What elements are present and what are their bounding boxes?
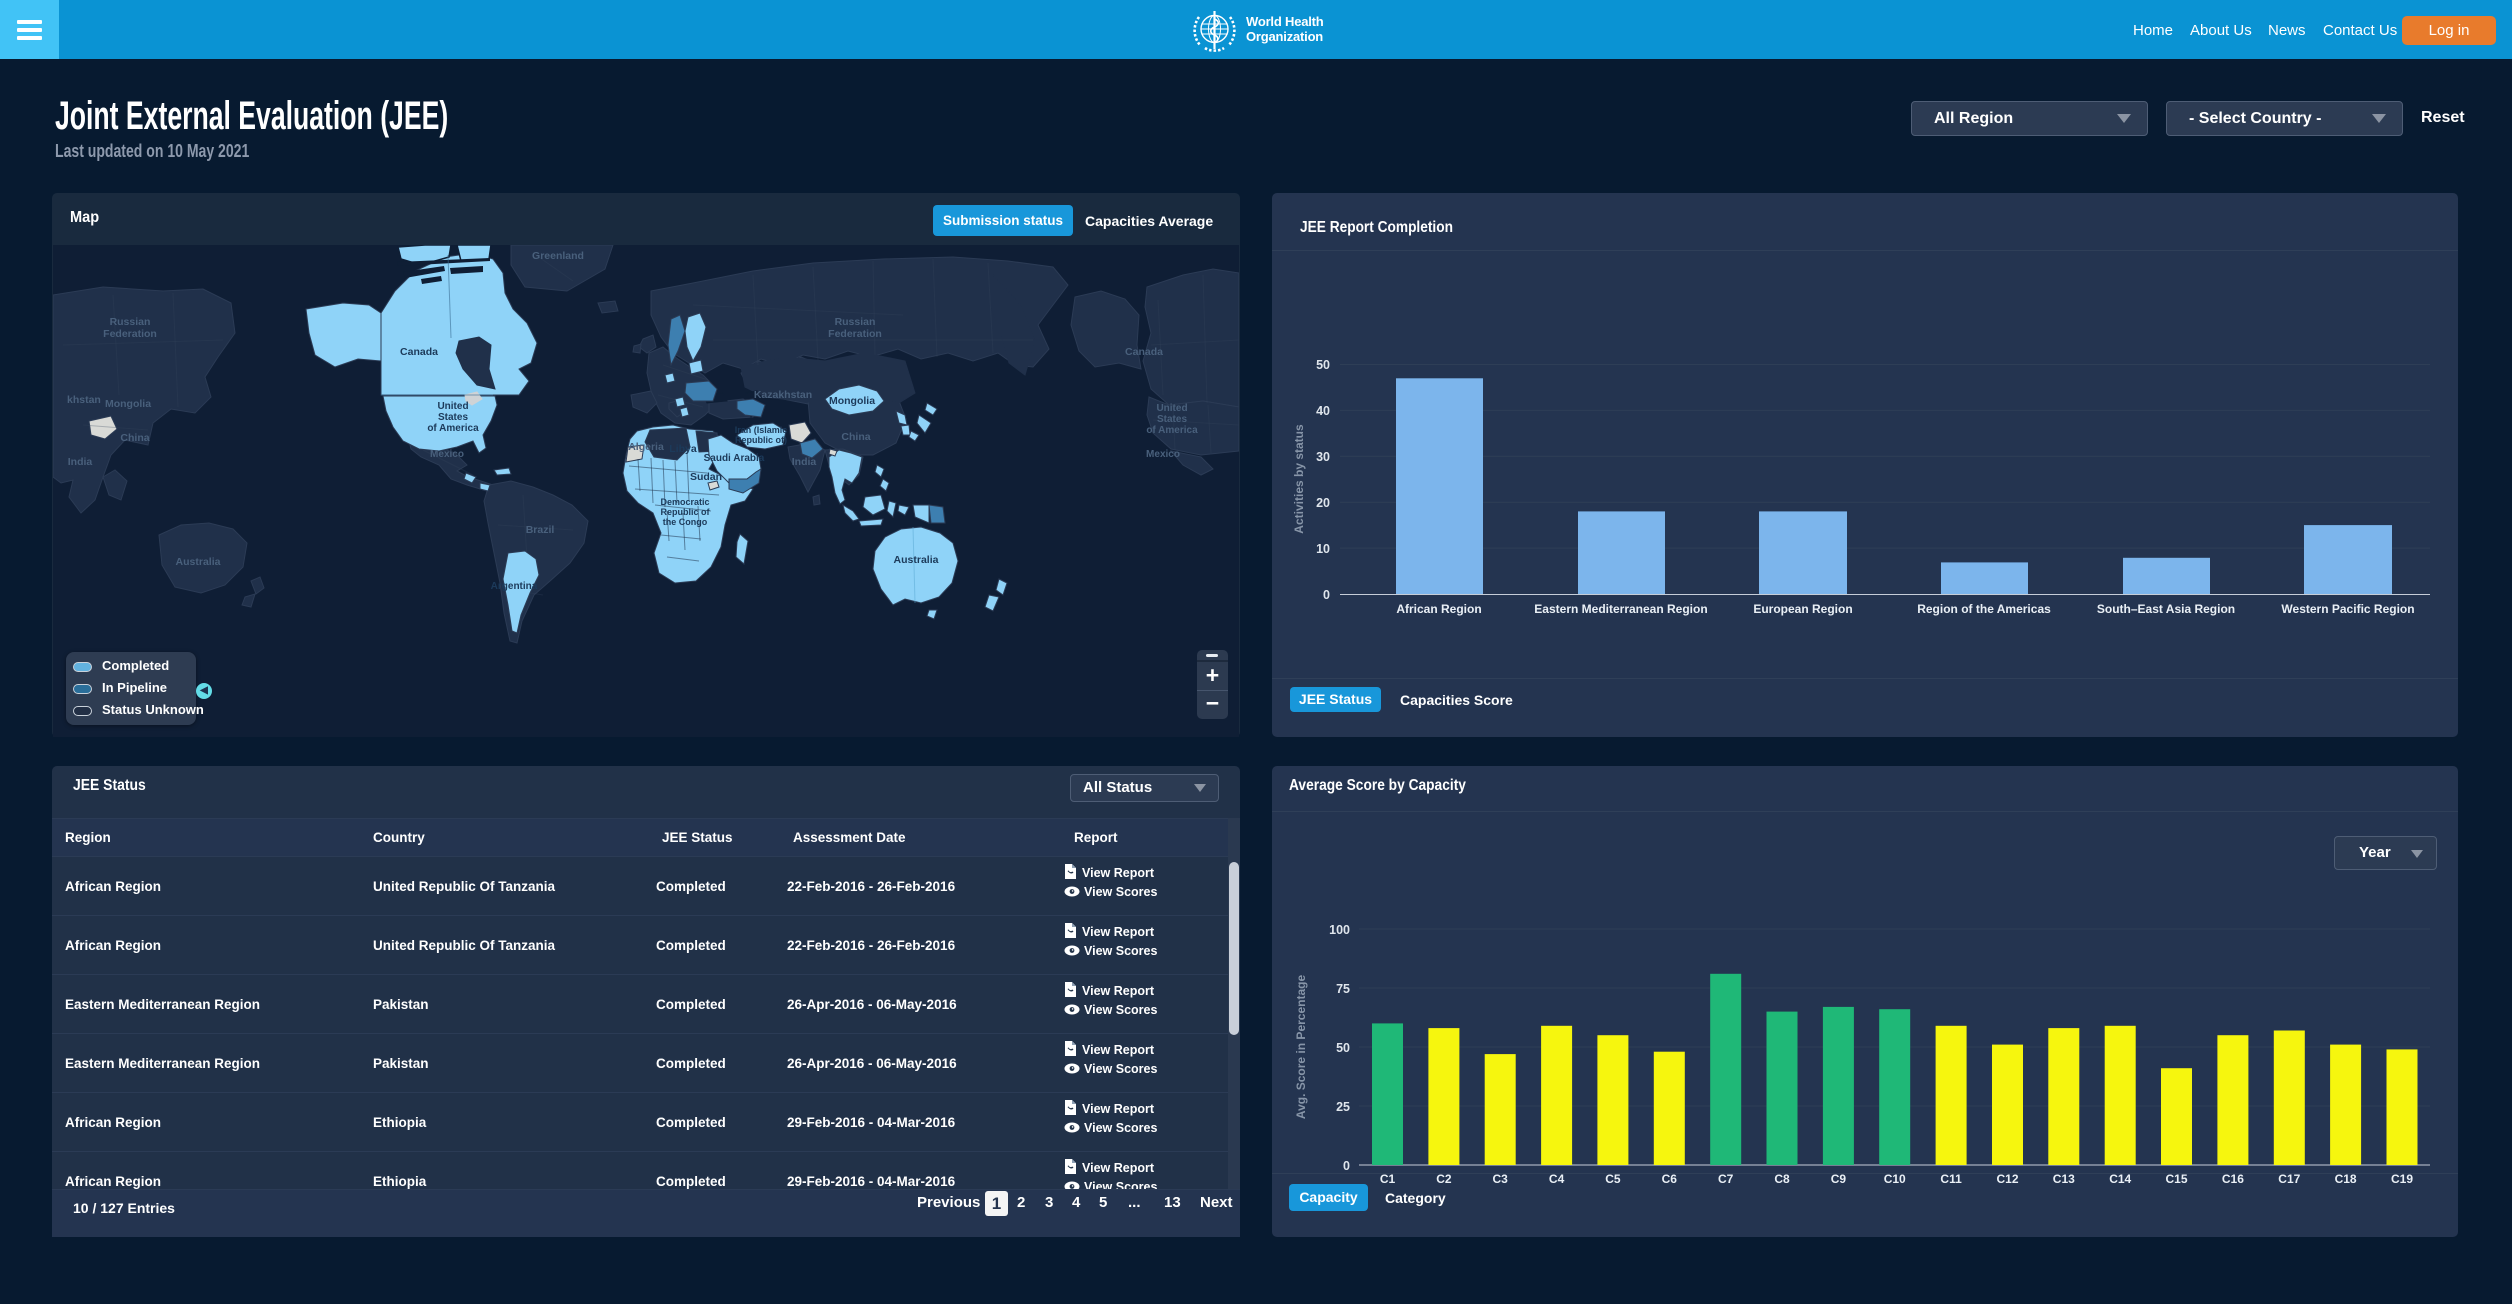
svg-text:C4: C4 — [1549, 1172, 1565, 1186]
svg-text:C18: C18 — [2335, 1172, 2357, 1186]
svg-text:Australia: Australia — [176, 556, 221, 568]
svg-text:Saudi Arabia: Saudi Arabia — [704, 453, 765, 464]
svg-text:Australia: Australia — [894, 554, 939, 566]
svg-text:C17: C17 — [2278, 1172, 2300, 1186]
svg-text:C13: C13 — [2053, 1172, 2075, 1186]
svg-text:European Region: European Region — [1753, 602, 1852, 616]
svg-text:Republic of): Republic of) — [735, 435, 787, 445]
svg-text:50: 50 — [1316, 358, 1330, 372]
svg-text:Western Pacific Region: Western Pacific Region — [2281, 602, 2414, 616]
svg-text:Federation: Federation — [828, 328, 882, 340]
svg-text:African Region: African Region — [1396, 602, 1481, 616]
svg-text:Canada: Canada — [400, 346, 438, 358]
svg-text:Russian: Russian — [110, 316, 151, 328]
svg-text:C14: C14 — [2109, 1172, 2131, 1186]
svg-text:khstan: khstan — [67, 394, 101, 406]
svg-text:0: 0 — [1343, 1159, 1350, 1173]
svg-text:of America: of America — [427, 423, 479, 434]
svg-text:Republic of: Republic of — [661, 507, 711, 517]
svg-text:Greenland: Greenland — [532, 250, 584, 262]
svg-text:Brazil: Brazil — [526, 524, 555, 536]
svg-text:Mexico: Mexico — [430, 449, 464, 460]
svg-text:India: India — [792, 456, 817, 468]
svg-text:China: China — [841, 431, 870, 443]
svg-text:Iran (Islamic: Iran (Islamic — [735, 425, 788, 435]
svg-text:C5: C5 — [1605, 1172, 1621, 1186]
svg-text:United: United — [1156, 403, 1187, 414]
svg-text:20: 20 — [1316, 496, 1330, 510]
svg-text:50: 50 — [1336, 1041, 1350, 1055]
svg-text:Mexico: Mexico — [1146, 449, 1180, 460]
svg-text:United: United — [437, 401, 468, 412]
svg-text:the Congo: the Congo — [663, 517, 708, 527]
svg-text:Kazakhstan: Kazakhstan — [754, 389, 812, 401]
svg-text:of America: of America — [1146, 425, 1198, 436]
svg-text:C19: C19 — [2391, 1172, 2413, 1186]
svg-text:States: States — [438, 412, 468, 423]
svg-text:30: 30 — [1316, 450, 1330, 464]
svg-text:C1: C1 — [1380, 1172, 1396, 1186]
svg-text:Democratic: Democratic — [660, 497, 709, 507]
svg-text:Activities by status: Activities by status — [1292, 424, 1306, 534]
svg-text:C8: C8 — [1774, 1172, 1790, 1186]
svg-text:South–East Asia Region: South–East Asia Region — [2097, 602, 2235, 616]
svg-text:Avg. Score in Percentage: Avg. Score in Percentage — [1294, 975, 1308, 1120]
svg-text:Region of the Americas: Region of the Americas — [1917, 602, 2051, 616]
svg-text:0: 0 — [1323, 588, 1330, 602]
svg-text:25: 25 — [1336, 1100, 1350, 1114]
svg-text:75: 75 — [1336, 982, 1350, 996]
svg-text:C10: C10 — [1884, 1172, 1906, 1186]
svg-text:Russian: Russian — [835, 316, 876, 328]
svg-text:10: 10 — [1316, 542, 1330, 556]
svg-text:China: China — [120, 432, 149, 444]
svg-text:C9: C9 — [1831, 1172, 1847, 1186]
svg-text:C11: C11 — [1940, 1172, 1962, 1186]
svg-text:Libya: Libya — [669, 443, 697, 455]
svg-text:40: 40 — [1316, 404, 1330, 418]
svg-text:Algeria: Algeria — [628, 441, 664, 453]
svg-text:Sudan: Sudan — [690, 471, 722, 483]
svg-text:Federation: Federation — [103, 328, 157, 340]
svg-text:C12: C12 — [1996, 1172, 2018, 1186]
svg-text:C2: C2 — [1436, 1172, 1452, 1186]
svg-text:Argentina: Argentina — [491, 581, 538, 592]
svg-text:States: States — [1157, 414, 1187, 425]
svg-text:C7: C7 — [1718, 1172, 1734, 1186]
svg-text:Mongolia: Mongolia — [829, 395, 875, 407]
svg-text:100: 100 — [1329, 923, 1350, 937]
svg-text:Mongolia: Mongolia — [105, 398, 151, 410]
svg-text:Eastern Mediterranean Region: Eastern Mediterranean Region — [1534, 602, 1707, 616]
svg-text:C16: C16 — [2222, 1172, 2244, 1186]
svg-text:C3: C3 — [1493, 1172, 1509, 1186]
svg-text:C15: C15 — [2165, 1172, 2187, 1186]
svg-text:C6: C6 — [1662, 1172, 1678, 1186]
svg-text:India: India — [68, 456, 93, 468]
svg-text:Canada: Canada — [1125, 346, 1163, 358]
